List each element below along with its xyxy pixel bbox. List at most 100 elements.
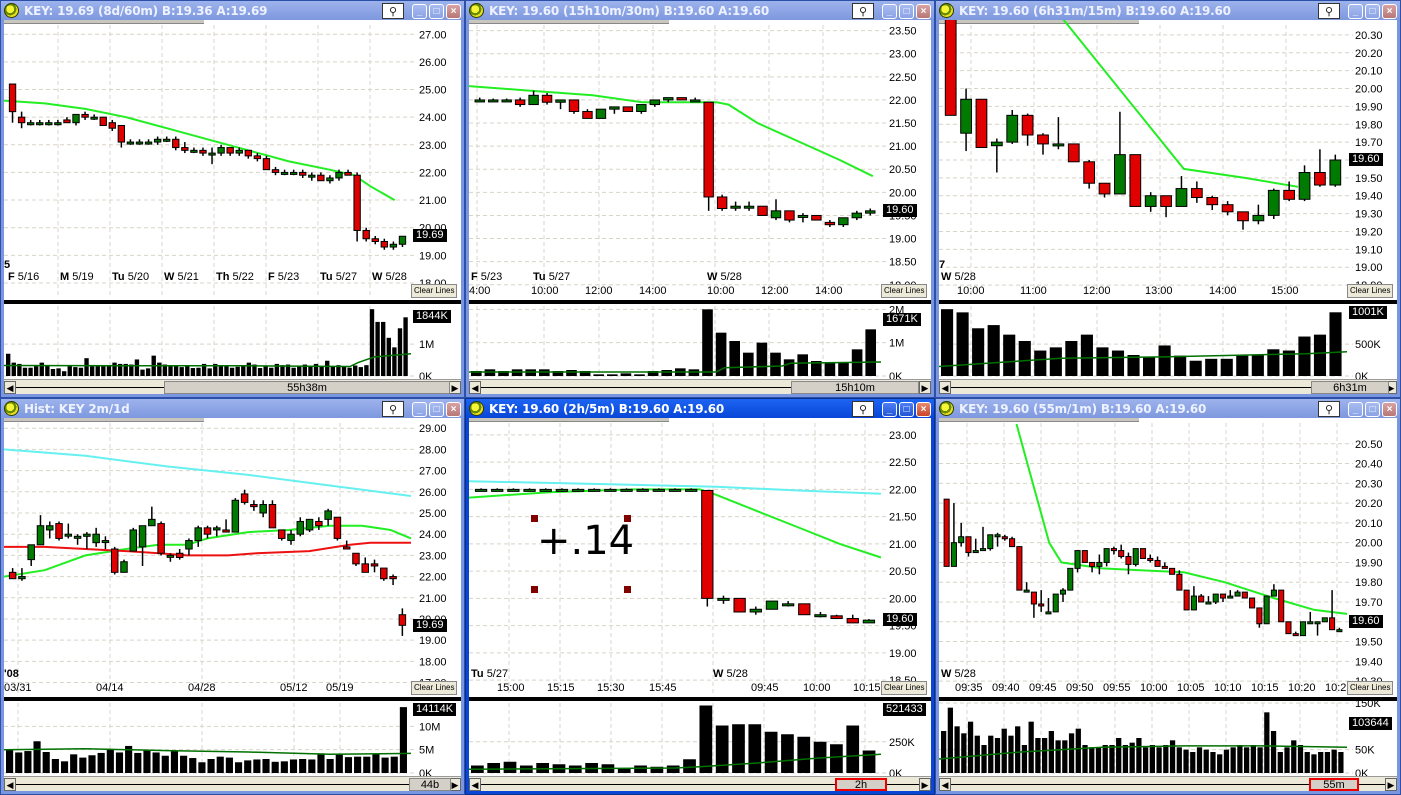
pane-separator[interactable] — [469, 697, 931, 701]
title-bar[interactable]: KEY: 19.69 (8d/60m) B:19.36 A:19.69 ⚲ _ □ × — [1, 1, 464, 20]
minimize-button[interactable]: _ — [412, 3, 427, 19]
selection-handle[interactable] — [624, 586, 631, 593]
chart-window-w2[interactable]: KEY: 19.60 (15h10m/30m) B:19.60 A:19.60 ⚲… — [465, 0, 935, 398]
scroll-right-arrow[interactable]: ▶ — [919, 778, 931, 791]
minimize-button[interactable]: _ — [1348, 3, 1363, 19]
minimize-button[interactable]: _ — [882, 401, 897, 417]
maximize-button[interactable]: □ — [429, 3, 444, 19]
pin-icon[interactable]: ⚲ — [1318, 401, 1340, 417]
price-chart[interactable]: 23.50 23.00 22.50 22.00 21.50 21.00 20.50 20.00… — [469, 20, 931, 394]
chart-window-w6[interactable]: KEY: 19.60 (55m/1m) B:19.60 A:19.60 ⚲ _ □ × 2… — [935, 398, 1401, 795]
scroll-thumb[interactable]: 44b — [409, 778, 451, 791]
title-bar[interactable]: KEY: 19.60 (15h10m/30m) B:19.60 A:19.60 ⚲… — [466, 1, 934, 20]
chart-body[interactable]: 23.00 22.50 22.00 21.50 21.00 20.50 20.00 19.50… — [469, 418, 931, 791]
chart-toolbar[interactable] — [469, 418, 669, 422]
title-bar[interactable]: KEY: 19.60 (55m/1m) B:19.60 A:19.60 ⚲ _ □ × — [936, 399, 1400, 418]
chart-window-w5[interactable]: KEY: 19.60 (2h/5m) B:19.60 A:19.60 ⚲ _ □ × 23… — [465, 398, 935, 795]
chart-window-w4[interactable]: Hist: KEY 2m/1d ⚲ _ □ × 29.00 28.00 27.00 26.00 2… — [0, 398, 465, 795]
scroll-left-arrow[interactable]: ◀ — [4, 381, 16, 394]
maximize-button[interactable]: □ — [1365, 401, 1380, 417]
candle — [987, 534, 994, 550]
clear-lines-button[interactable]: Clear Lines — [411, 284, 458, 298]
price-chart[interactable]: 29.00 28.00 27.00 26.00 25.00 24.00 23.00 22.00… — [4, 418, 461, 791]
close-button[interactable]: × — [916, 3, 931, 19]
close-button[interactable]: × — [446, 401, 461, 417]
maximize-button[interactable]: □ — [1365, 3, 1380, 19]
candle — [144, 141, 153, 145]
clear-lines-button[interactable]: Clear Lines — [1347, 681, 1394, 695]
pin-icon[interactable]: ⚲ — [852, 401, 874, 417]
pane-separator[interactable] — [4, 300, 461, 304]
minimize-button[interactable]: _ — [1348, 401, 1363, 417]
close-button[interactable]: × — [916, 401, 931, 417]
chart-window-w3[interactable]: KEY: 19.60 (6h31m/15m) B:19.60 A:19.60 ⚲ _… — [935, 0, 1401, 398]
title-bar[interactable]: Hist: KEY 2m/1d ⚲ _ □ × — [1, 399, 464, 418]
time-scrollbar[interactable]: ◀ ▶ 2h — [469, 776, 931, 791]
text-annotation[interactable]: +.14 — [537, 518, 635, 564]
pin-icon[interactable]: ⚲ — [382, 3, 404, 19]
scroll-right-arrow[interactable]: ▶ — [919, 381, 931, 394]
pane-separator[interactable] — [939, 697, 1397, 701]
close-button[interactable]: × — [1382, 3, 1397, 19]
scroll-right-arrow[interactable]: ▶ — [449, 778, 461, 791]
clear-lines-button[interactable]: Clear Lines — [881, 681, 928, 695]
pin-icon[interactable]: ⚲ — [1318, 3, 1340, 19]
maximize-button[interactable]: □ — [899, 401, 914, 417]
close-button[interactable]: × — [1382, 401, 1397, 417]
pane-separator[interactable] — [939, 300, 1397, 304]
clear-lines-button[interactable]: Clear Lines — [1347, 284, 1394, 298]
chart-body[interactable]: 20.50 20.40 20.30 20.20 20.10 20.00 19.90 19.80… — [939, 418, 1397, 791]
pin-icon[interactable]: ⚲ — [852, 3, 874, 19]
minimize-button[interactable]: _ — [882, 3, 897, 19]
candle — [199, 149, 207, 154]
scroll-left-arrow[interactable]: ◀ — [469, 381, 481, 394]
maximize-button[interactable]: □ — [899, 3, 914, 19]
window-title: KEY: 19.60 (55m/1m) B:19.60 A:19.60 — [959, 401, 1207, 416]
scroll-left-arrow[interactable]: ◀ — [469, 778, 481, 791]
scroll-right-arrow[interactable]: ▶ — [449, 381, 461, 394]
chart-toolbar[interactable] — [469, 20, 669, 24]
chart-body[interactable]: 27.0026.0025.0024.0023.0022.0021.0020.00… — [4, 20, 461, 394]
minimize-button[interactable]: _ — [412, 401, 427, 417]
pin-icon[interactable]: ⚲ — [382, 401, 404, 417]
clear-lines-button[interactable]: Clear Lines — [411, 681, 458, 695]
selection-handle[interactable] — [531, 586, 538, 593]
chart-toolbar[interactable] — [4, 20, 204, 24]
candle — [217, 147, 225, 154]
title-bar[interactable]: KEY: 19.60 (6h31m/15m) B:19.60 A:19.60 ⚲ _… — [936, 1, 1400, 20]
selection-handle[interactable] — [624, 515, 631, 522]
scroll-thumb[interactable]: 55h38m — [164, 381, 450, 394]
chart-window-w1[interactable]: KEY: 19.69 (8d/60m) B:19.36 A:19.69 ⚲ _ □ × 2… — [0, 0, 465, 398]
time-scrollbar[interactable]: ◀ ▶ 55m — [939, 776, 1397, 791]
selection-handle[interactable] — [531, 515, 538, 522]
time-scrollbar[interactable]: ◀ ▶ 15h10m — [469, 379, 931, 394]
close-button[interactable]: × — [446, 3, 461, 19]
scroll-thumb[interactable]: 55m — [1309, 778, 1359, 791]
chart-body[interactable]: 20.30 20.20 20.10 20.00 19.90 19.80 19.70 19.60… — [939, 20, 1397, 394]
scroll-left-arrow[interactable]: ◀ — [4, 778, 16, 791]
chart-toolbar[interactable] — [4, 418, 204, 422]
scroll-thumb[interactable]: 6h31m — [1311, 381, 1389, 394]
time-scrollbar[interactable]: ◀ ▶ 55h38m — [4, 379, 461, 394]
chart-body[interactable]: 23.50 23.00 22.50 22.00 21.50 21.00 20.50 20.00… — [469, 20, 931, 394]
time-scrollbar[interactable]: ◀ ▶ 44b — [4, 776, 461, 791]
pane-separator[interactable] — [469, 300, 931, 304]
maximize-button[interactable]: □ — [429, 401, 444, 417]
price-chart[interactable]: 23.0022.5022.0021.5021.0020.5020.0019.50… — [469, 418, 931, 791]
candle — [636, 488, 649, 492]
price-chart[interactable]: 27.0026.0025.0024.0023.0022.0021.0020.00… — [4, 20, 461, 394]
scroll-right-arrow[interactable]: ▶ — [1385, 778, 1397, 791]
chart-body[interactable]: 29.00 28.00 27.00 26.00 25.00 24.00 23.00 22.00… — [4, 418, 461, 791]
chart-toolbar[interactable] — [939, 20, 1139, 24]
scroll-left-arrow[interactable]: ◀ — [939, 778, 951, 791]
title-bar[interactable]: KEY: 19.60 (2h/5m) B:19.60 A:19.60 ⚲ _ □ × — [466, 399, 934, 418]
scroll-left-arrow[interactable]: ◀ — [939, 381, 951, 394]
price-chart[interactable]: 20.50 20.40 20.30 20.20 20.10 20.00 19.90 19.80… — [939, 418, 1397, 791]
clear-lines-button[interactable]: Clear Lines — [881, 284, 928, 298]
scroll-thumb[interactable]: 2h — [835, 778, 887, 791]
price-chart[interactable]: 20.30 20.20 20.10 20.00 19.90 19.80 19.70 19.60… — [939, 20, 1397, 394]
scroll-thumb[interactable]: 15h10m — [791, 381, 919, 394]
chart-toolbar[interactable] — [939, 418, 1139, 422]
time-scrollbar[interactable]: ◀ ▶ 6h31m — [939, 379, 1397, 394]
pane-separator[interactable] — [4, 697, 461, 701]
